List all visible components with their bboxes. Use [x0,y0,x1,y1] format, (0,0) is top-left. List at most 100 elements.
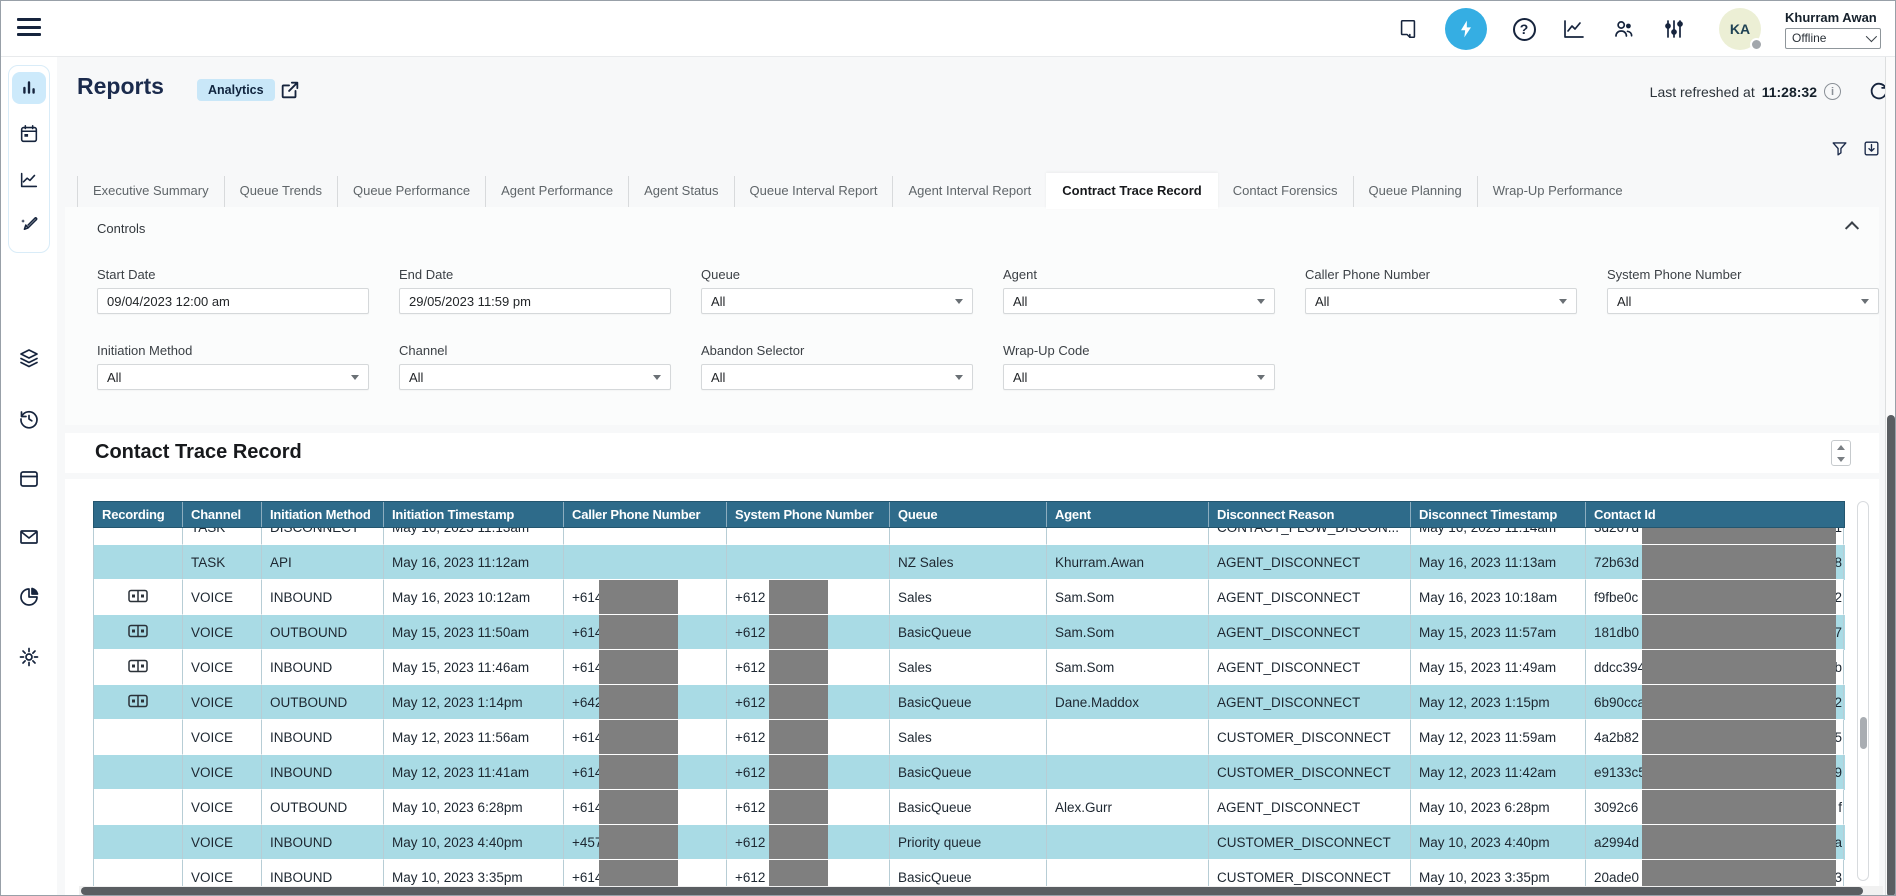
sidebar-item-reports[interactable] [12,72,46,104]
table-row[interactable]: VOICEINBOUNDMay 12, 2023 11:41am+614+612… [94,755,1845,790]
col-header-recording[interactable]: Recording [94,502,183,527]
cell-initiation-timestamp: May 10, 2023 6:28pm [384,790,564,825]
filter-icon[interactable] [1830,139,1849,163]
col-header-channel[interactable]: Channel [183,502,262,527]
notes-icon[interactable] [1395,16,1421,42]
question-mark: ? [1513,18,1536,41]
external-link-icon[interactable] [279,79,301,106]
boost-bolt-icon[interactable] [1445,8,1487,50]
caret-down-icon [1257,299,1265,304]
table-vertical-scrollbar-thumb[interactable] [1860,717,1867,749]
hamburger-menu-icon[interactable] [17,18,41,38]
cell-contact-id: 4a2b825 [1586,720,1844,755]
users-icon[interactable] [1611,16,1637,42]
filter-field-caller-phone-number: Caller Phone NumberAll [1305,267,1577,314]
contact-id-prefix: 20ade0 [1594,870,1639,885]
tab-wrap-up-performance[interactable]: Wrap-Up Performance [1477,176,1638,207]
sidebar-item-trends[interactable] [12,164,46,196]
tab-queue-trends[interactable]: Queue Trends [224,176,337,207]
table-row[interactable]: VOICEINBOUNDMay 12, 2023 11:56am+614+612… [94,720,1845,755]
table-row[interactable]: VOICEOUTBOUNDMay 15, 2023 11:50am+614+61… [94,615,1845,650]
help-icon[interactable]: ? [1511,16,1537,42]
collapse-chevron-up-icon[interactable] [1847,219,1861,229]
table-body: TASKDISCONNECTMay 16, 2023 11:13amCONTAC… [93,528,1845,896]
recording-icon[interactable] [128,659,148,676]
spinner-down-button[interactable] [1832,453,1850,465]
app-window: ? KA Khurram Awan Offline [0,0,1896,896]
redaction-block [599,615,678,650]
filter-select-initiation-method[interactable]: All [97,364,369,390]
cell-system-phone: +612 [727,825,890,860]
filter-select-queue[interactable]: All [701,288,973,314]
filter-input-start-date[interactable]: 09/04/2023 12:00 am [97,288,369,314]
page-vertical-scrollbar-thumb[interactable] [1887,415,1895,896]
status-select[interactable]: Offline [1785,28,1881,49]
contact-id-prefix: 181db0 [1594,625,1639,640]
metrics-chart-icon[interactable] [1561,16,1587,42]
tab-agent-status[interactable]: Agent Status [628,176,733,207]
spinner-up-button[interactable] [1832,441,1850,453]
cell-channel: VOICE [183,790,262,825]
sidebar-item-calendar[interactable] [12,118,46,150]
col-header-caller-phone-number[interactable]: Caller Phone Number [564,502,727,527]
col-header-agent[interactable]: Agent [1047,502,1209,527]
filter-select-system-phone-number[interactable]: All [1607,288,1879,314]
page-vertical-scrollbar[interactable] [1885,57,1895,896]
sidebar-item-mail[interactable] [12,521,46,553]
filter-select-caller-phone-number[interactable]: All [1305,288,1577,314]
cell-agent: Sam.Som [1047,580,1209,615]
table-row[interactable]: TASKDISCONNECTMay 16, 2023 11:13amCONTAC… [94,528,1845,545]
horizontal-scrollbar[interactable] [79,886,1883,896]
recording-icon[interactable] [128,694,148,711]
table-row[interactable]: VOICEOUTBOUNDMay 12, 2023 1:14pm+642+612… [94,685,1845,720]
sliders-icon[interactable] [1661,16,1687,42]
col-header-queue[interactable]: Queue [890,502,1047,527]
table-row[interactable]: VOICEOUTBOUNDMay 10, 2023 6:28pm+614+612… [94,790,1845,825]
info-icon[interactable]: i [1824,83,1841,100]
table-vertical-scrollbar[interactable] [1857,501,1869,881]
tab-executive-summary[interactable]: Executive Summary [77,176,224,207]
cell-contact-id: ddcc394b [1586,650,1844,685]
cell-disconnect-reason: CUSTOMER_DISCONNECT [1209,755,1411,790]
horizontal-scrollbar-thumb[interactable] [81,887,1863,895]
filter-input-end-date[interactable]: 29/05/2023 11:59 pm [399,288,671,314]
sidebar-item-pie-chart[interactable] [12,581,46,613]
col-header-disconnect-timestamp[interactable]: Disconnect Timestamp [1411,502,1586,527]
tab-agent-interval-report[interactable]: Agent Interval Report [892,176,1046,207]
tab-contract-trace-record[interactable]: Contract Trace Record [1046,173,1217,209]
filter-row-2: Initiation MethodAllChannelAllAbandon Se… [97,343,1275,390]
sidebar-item-layers[interactable] [12,343,46,375]
filter-field-start-date: Start Date09/04/2023 12:00 am [97,267,369,314]
contact-id-prefix: 3092c6 [1594,800,1638,815]
avatar[interactable]: KA [1719,8,1761,50]
filter-select-wrap-up-code[interactable]: All [1003,364,1275,390]
sidebar-item-browser[interactable] [12,463,46,495]
table-row[interactable]: VOICEINBOUNDMay 15, 2023 11:46am+614+612… [94,650,1845,685]
tab-agent-performance[interactable]: Agent Performance [485,176,628,207]
table-row[interactable]: VOICEINBOUNDMay 16, 2023 10:12am+614+612… [94,580,1845,615]
table-row[interactable]: VOICEINBOUNDMay 10, 2023 4:40pm+457+612P… [94,825,1845,860]
cell-initiation-method: INBOUND [262,720,384,755]
download-icon[interactable] [1862,139,1881,163]
table-row[interactable]: TASKAPIMay 16, 2023 11:12amNZ SalesKhurr… [94,545,1845,580]
sidebar-item-design[interactable] [12,210,46,242]
recording-icon[interactable] [128,589,148,606]
filter-select-abandon-selector[interactable]: All [701,364,973,390]
sidebar-item-history[interactable] [12,403,46,435]
tab-queue-interval-report[interactable]: Queue Interval Report [734,176,893,207]
recording-icon[interactable] [128,624,148,641]
last-refreshed-time: 11:28:32 [1762,84,1817,100]
filter-select-channel[interactable]: All [399,364,671,390]
col-header-initiation-method[interactable]: Initiation Method [262,502,384,527]
tab-queue-planning[interactable]: Queue Planning [1353,176,1477,207]
col-header-initiation-timestamp[interactable]: Initiation Timestamp [384,502,564,527]
col-header-disconnect-reason[interactable]: Disconnect Reason [1209,502,1411,527]
col-header-system-phone-number[interactable]: System Phone Number [727,502,890,527]
col-header-contact-id[interactable]: Contact Id [1586,502,1844,527]
tab-contact-forensics[interactable]: Contact Forensics [1218,176,1353,207]
tab-queue-performance[interactable]: Queue Performance [337,176,485,207]
filter-field-agent: AgentAll [1003,267,1275,314]
sidebar-item-settings[interactable] [12,641,46,673]
cell-agent: Dane.Maddox [1047,685,1209,720]
filter-select-agent[interactable]: All [1003,288,1275,314]
